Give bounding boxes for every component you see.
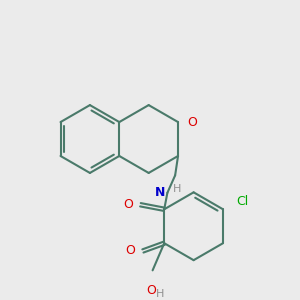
Text: H: H [155,289,164,298]
Text: N: N [155,186,165,199]
Text: Cl: Cl [237,195,249,208]
Text: O: O [188,116,198,129]
Text: O: O [125,244,135,257]
Text: O: O [147,284,157,297]
Text: O: O [123,198,133,211]
Text: H: H [173,184,182,194]
